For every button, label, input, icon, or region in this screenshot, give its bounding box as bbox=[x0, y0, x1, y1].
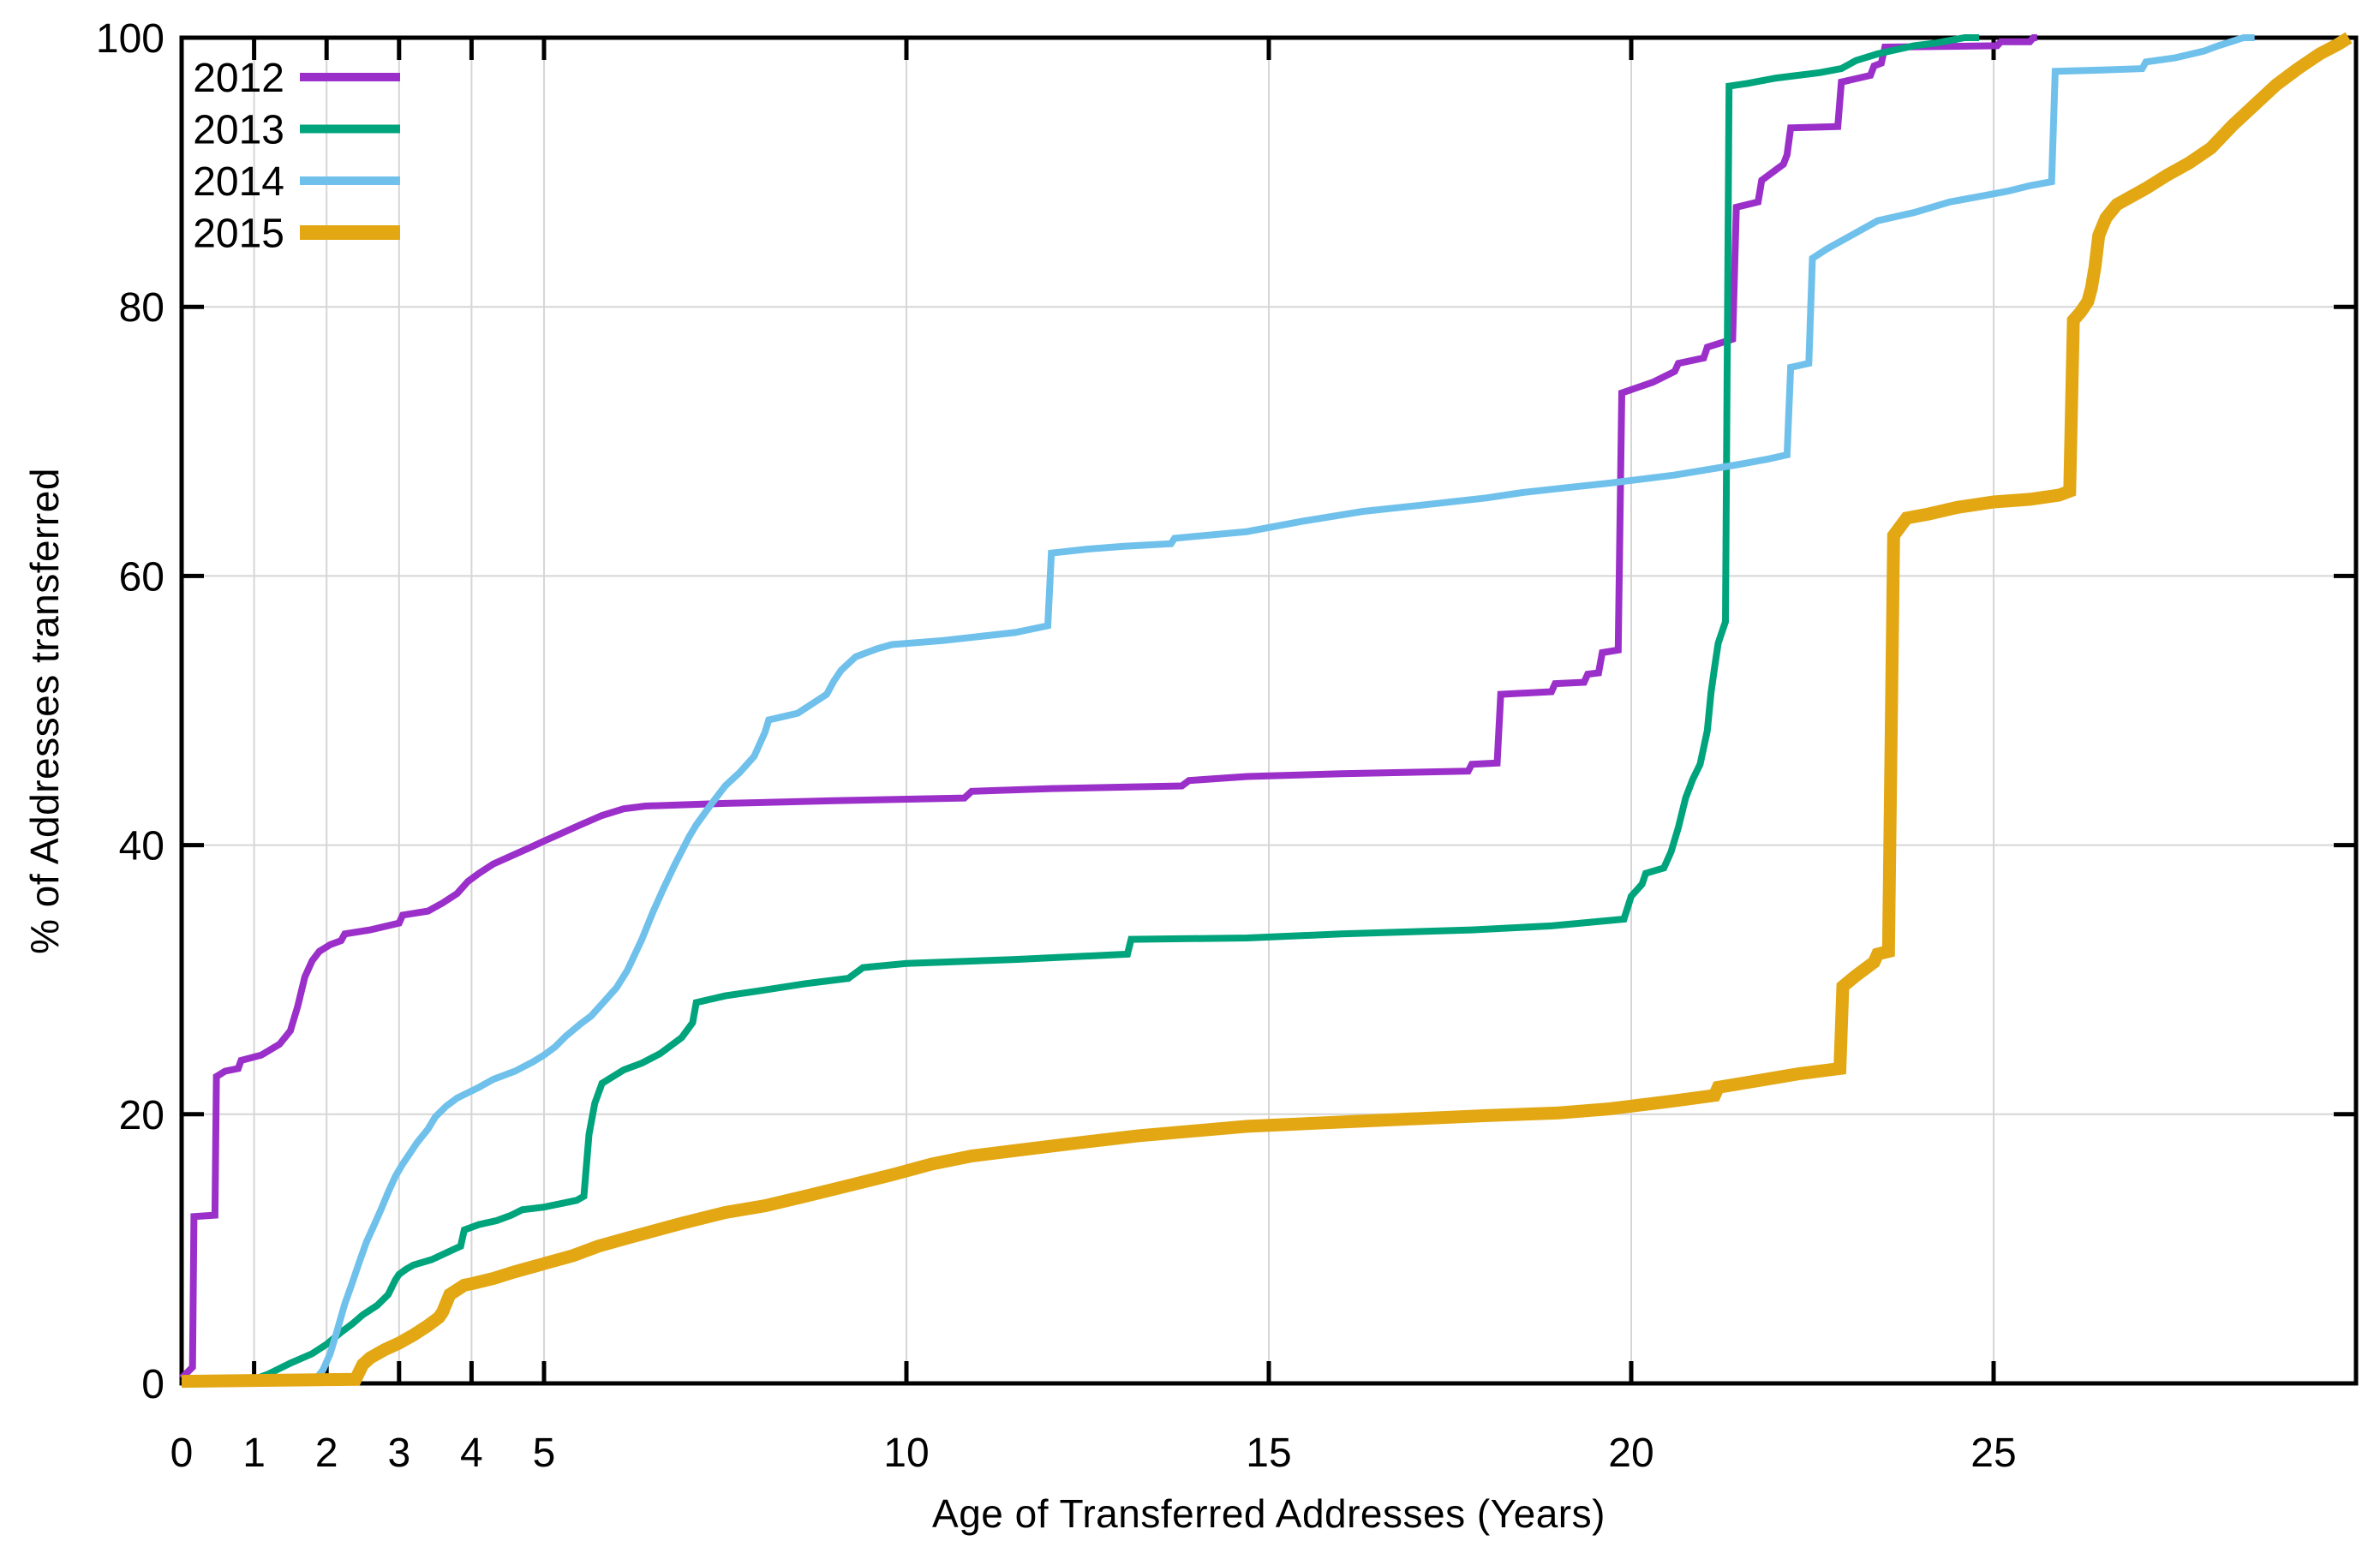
x-tick-label-5: 5 bbox=[533, 1431, 556, 1476]
legend-label-2015: 2015 bbox=[193, 212, 284, 257]
y-tick-label-80: 80 bbox=[119, 285, 164, 331]
series-2013 bbox=[181, 34, 1980, 1387]
x-tick-label-2: 2 bbox=[315, 1431, 338, 1476]
legend-label-2012: 2012 bbox=[193, 56, 284, 101]
y-tick-label-0: 0 bbox=[141, 1362, 164, 1407]
series-2015 bbox=[181, 32, 2353, 1389]
y-tick-label-20: 20 bbox=[119, 1093, 164, 1138]
y-tick-label-100: 100 bbox=[96, 16, 164, 62]
legend-label-2014: 2014 bbox=[193, 159, 284, 205]
legend-label-2013: 2013 bbox=[193, 108, 284, 153]
y-axis-title: % of Addresses transferred bbox=[22, 468, 67, 954]
x-tick-label-3: 3 bbox=[387, 1431, 410, 1476]
y-tick-label-60: 60 bbox=[119, 554, 164, 600]
x-tick-label-10: 10 bbox=[883, 1431, 929, 1476]
x-tick-label-0: 0 bbox=[170, 1431, 194, 1476]
x-axis-title: Age of Transferred Addresses (Years) bbox=[932, 1491, 1606, 1536]
series-2014 bbox=[181, 34, 2255, 1387]
series-2012 bbox=[179, 34, 2037, 1381]
x-tick-label-20: 20 bbox=[1608, 1431, 1653, 1476]
x-tick-label-4: 4 bbox=[460, 1431, 483, 1476]
x-tick-label-1: 1 bbox=[242, 1431, 266, 1476]
y-tick-label-40: 40 bbox=[119, 824, 164, 869]
x-tick-label-15: 15 bbox=[1246, 1431, 1291, 1476]
x-tick-label-25: 25 bbox=[1970, 1431, 2016, 1476]
